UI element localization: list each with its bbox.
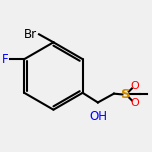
Text: OH: OH [90,110,108,123]
Text: Br: Br [24,28,37,41]
Text: O: O [130,81,139,91]
Text: F: F [2,53,8,66]
Text: O: O [130,98,139,108]
Text: S: S [121,88,131,101]
